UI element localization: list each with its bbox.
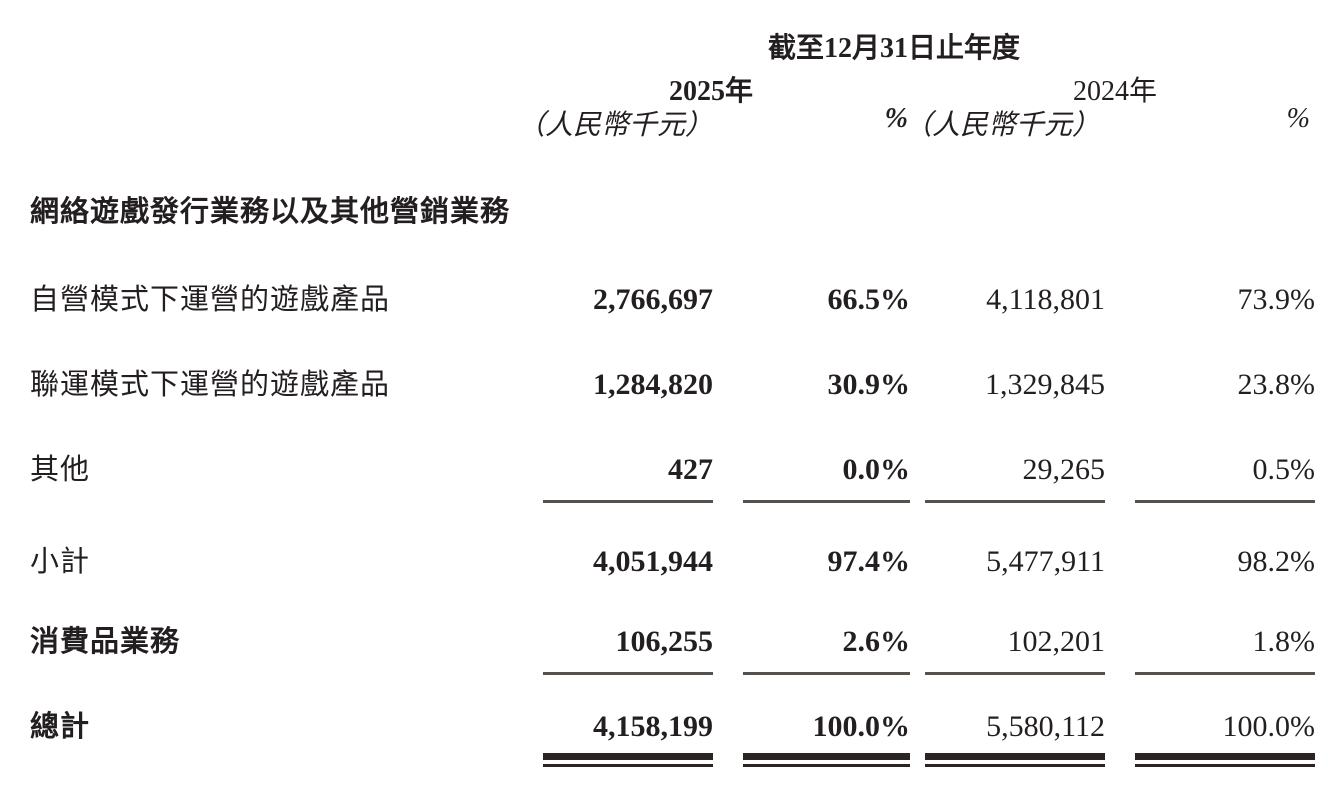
value-2024: 4,118,801 (986, 283, 1105, 316)
pct-2025: 2.6% (743, 625, 910, 675)
year-2024-header: 2024年 (1072, 76, 1157, 107)
value-2025: 106,255 (543, 625, 713, 675)
value-2025: 427 (543, 453, 713, 503)
pct-2024: 1.8% (1135, 625, 1315, 675)
unit-2025-header: （人民幣千元） (516, 110, 713, 141)
row-label: 自營模式下運營的遊戲產品 (30, 284, 391, 316)
table-row: 自營模式下運營的遊戲產品 2,766,697 66.5% 4,118,801 7… (30, 276, 1315, 318)
pct-2024: 0.5% (1135, 453, 1315, 503)
pct-2025: 66.5% (827, 283, 911, 316)
table-row: 小計 4,051,944 97.4% 5,477,911 98.2% (30, 538, 1315, 580)
row-label: 小計 (30, 546, 91, 578)
pct-2025-header: % (884, 103, 908, 134)
value-2024: 5,477,911 (986, 545, 1105, 578)
pct-2024-header: % (1286, 103, 1310, 134)
year-2025-header: 2025年 (668, 76, 753, 107)
row-label: 消費品業務 (30, 626, 181, 658)
value-2025: 1,284,820 (593, 368, 713, 401)
table-row: 其他 427 0.0% 29,265 0.5% (30, 446, 1315, 503)
row-label: 其他 (30, 454, 91, 486)
pct-2025: 100.0% (743, 710, 910, 767)
pct-2024: 73.9% (1237, 283, 1316, 316)
pct-2025: 30.9% (827, 368, 911, 401)
table-row: 消費品業務 106,255 2.6% 102,201 1.8% (30, 618, 1315, 675)
value-2024: 29,265 (925, 453, 1105, 503)
pct-2024: 98.2% (1237, 545, 1316, 578)
value-2025: 4,158,199 (543, 710, 713, 767)
section-header: 網絡遊戲發行業務以及其他營銷業務 (30, 196, 511, 228)
value-2024: 102,201 (925, 625, 1105, 675)
table-row: 總計 4,158,199 100.0% 5,580,112 100.0% (30, 703, 1315, 767)
pct-2025: 0.0% (743, 453, 910, 503)
pct-2024: 100.0% (1135, 710, 1315, 767)
value-2024: 5,580,112 (925, 710, 1105, 767)
value-2024: 1,329,845 (985, 368, 1105, 401)
pct-2024: 23.8% (1237, 368, 1316, 401)
value-2025: 4,051,944 (593, 545, 713, 578)
row-label: 聯運模式下運營的遊戲產品 (30, 369, 391, 401)
table-row: 聯運模式下運營的遊戲產品 1,284,820 30.9% 1,329,845 2… (30, 361, 1315, 403)
period-title: 截至12月31日止年度 (768, 33, 1021, 64)
row-label: 總計 (30, 711, 91, 743)
value-2025: 2,766,697 (593, 283, 713, 316)
pct-2025: 97.4% (827, 545, 911, 578)
unit-2024-header: （人民幣千元） (903, 110, 1100, 141)
